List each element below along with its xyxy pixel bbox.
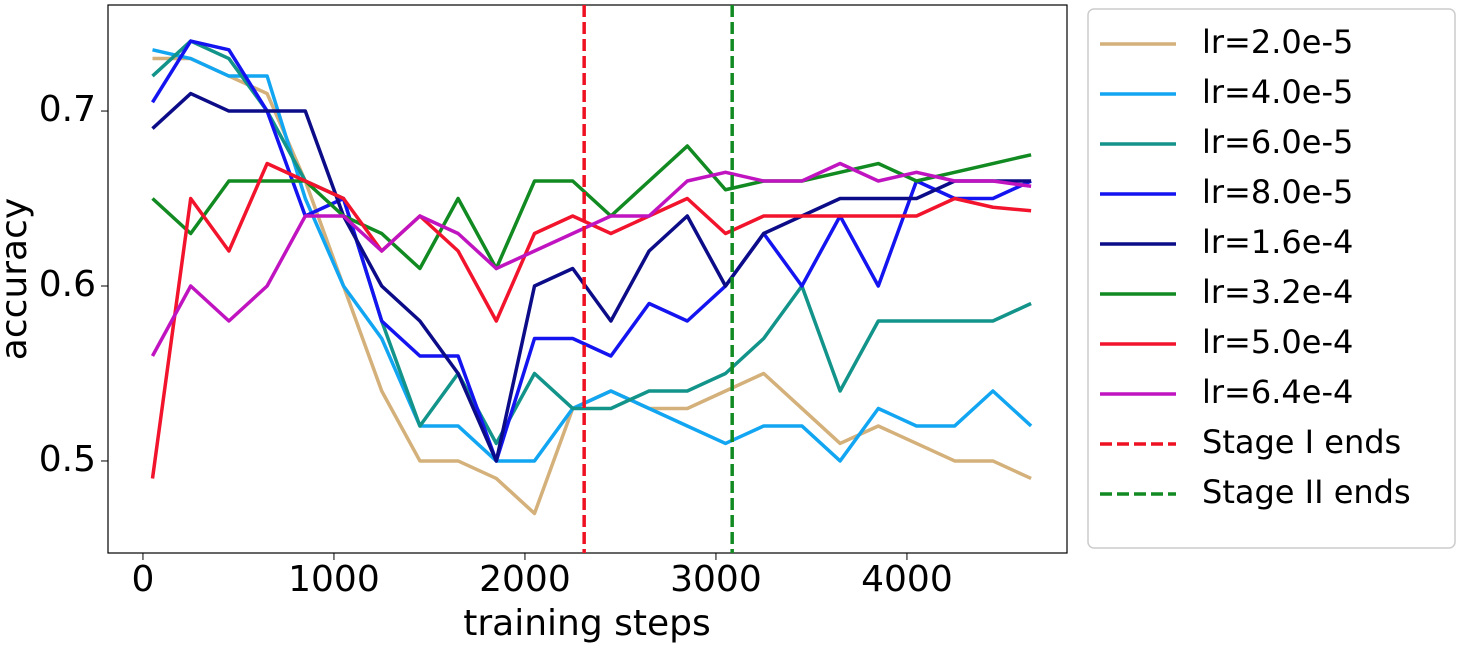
legend-label: lr=6.4e-4 <box>1202 373 1353 411</box>
x-axis-label: training steps <box>463 603 711 644</box>
x-tick-label: 4000 <box>861 559 953 600</box>
legend-label: lr=2.0e-5 <box>1202 23 1353 61</box>
y-tick-label: 0.5 <box>39 439 96 480</box>
x-tick-label: 3000 <box>670 559 762 600</box>
series-line <box>151 91 1032 463</box>
series-line <box>151 39 1032 463</box>
series-line <box>150 161 1032 357</box>
legend-label: lr=1.6e-4 <box>1202 223 1353 261</box>
legend-label: lr=3.2e-4 <box>1202 273 1353 311</box>
y-tick-label: 0.6 <box>39 264 96 305</box>
x-tick-label: 0 <box>131 559 154 600</box>
legend-label: lr=5.0e-4 <box>1202 323 1353 361</box>
series-line <box>151 144 1032 271</box>
y-tick-label: 0.7 <box>39 89 96 130</box>
legend-label: lr=6.0e-5 <box>1202 123 1353 161</box>
y-axis-label: accuracy <box>0 198 35 360</box>
series-line <box>151 39 1032 446</box>
legend-label: lr=4.0e-5 <box>1202 73 1353 111</box>
x-tick-label: 1000 <box>288 559 380 600</box>
legend-label: lr=8.0e-5 <box>1202 173 1353 211</box>
legend <box>1087 8 1456 549</box>
legend-label: Stage II ends <box>1202 473 1411 511</box>
legend-label: Stage I ends <box>1202 423 1401 461</box>
x-tick-label: 2000 <box>479 559 571 600</box>
